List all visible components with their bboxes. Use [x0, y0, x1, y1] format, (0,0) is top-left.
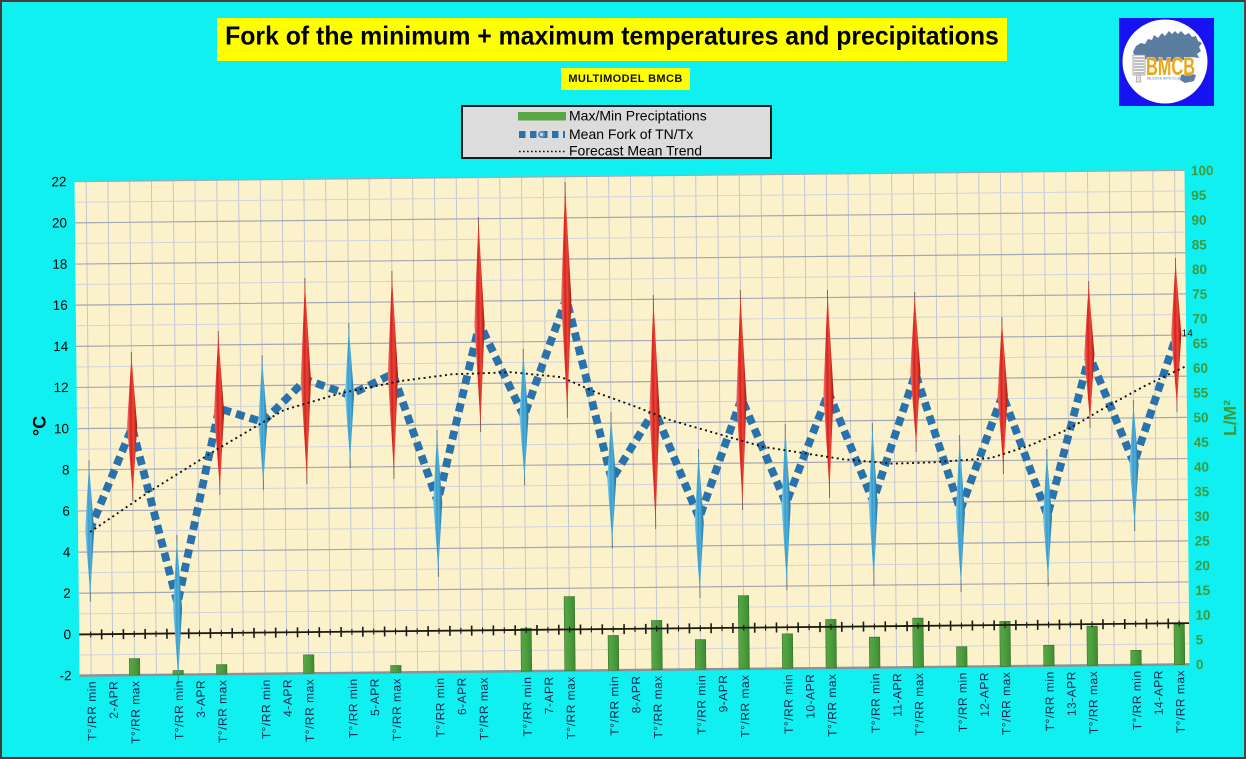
svg-text:6-APR: 6-APR — [455, 677, 469, 715]
svg-text:95: 95 — [1191, 188, 1207, 203]
svg-text:T°/RR min: T°/RR min — [259, 679, 274, 739]
svg-text:5-APR: 5-APR — [368, 678, 382, 716]
svg-text:6: 6 — [62, 504, 70, 519]
svg-text:T°/RR min: T°/RR min — [172, 680, 187, 740]
svg-text:10: 10 — [1195, 608, 1210, 623]
svg-text:10-APR: 10-APR — [803, 674, 817, 719]
svg-text:4: 4 — [63, 545, 71, 560]
svg-text:8-APR: 8-APR — [629, 675, 643, 713]
svg-text:T°/RR min: T°/RR min — [433, 677, 448, 737]
svg-text:0: 0 — [1196, 657, 1204, 672]
svg-text:L/M²: L/M² — [1220, 400, 1240, 436]
svg-text:11-APR: 11-APR — [890, 673, 904, 717]
svg-text:0: 0 — [64, 627, 72, 642]
svg-text:20: 20 — [1195, 558, 1210, 573]
svg-text:T°/RR max: T°/RR max — [302, 679, 317, 742]
svg-text:2-APR: 2-APR — [107, 681, 121, 719]
svg-text:100: 100 — [1191, 163, 1214, 178]
svg-text:T°/RR min: T°/RR min — [85, 681, 100, 741]
svg-text:T°/RR min: T°/RR min — [346, 678, 361, 738]
svg-text:3-APR: 3-APR — [194, 680, 208, 718]
svg-text:10: 10 — [54, 421, 69, 436]
svg-text:T°/RR min: T°/RR min — [1043, 671, 1058, 731]
svg-text:-2: -2 — [59, 668, 71, 683]
svg-text:40: 40 — [1194, 459, 1209, 474]
svg-text:5: 5 — [1196, 632, 1204, 647]
svg-text:15: 15 — [1195, 583, 1211, 598]
svg-text:35: 35 — [1194, 484, 1210, 499]
svg-text:2: 2 — [63, 586, 71, 601]
svg-text:16: 16 — [53, 298, 68, 313]
svg-text:T°/RR min: T°/RR min — [781, 674, 796, 734]
svg-text:14: 14 — [53, 339, 69, 354]
svg-text:25: 25 — [1195, 533, 1211, 548]
svg-text:T°/RR max: T°/RR max — [825, 673, 840, 736]
svg-text:T°/RR max: T°/RR max — [912, 673, 927, 736]
svg-text:BMCB: BMCB — [1146, 53, 1195, 81]
svg-text:T°/RR max: T°/RR max — [999, 672, 1014, 735]
svg-text:T°/RR max: T°/RR max — [389, 678, 404, 741]
svg-text:20: 20 — [52, 215, 67, 230]
svg-text:BELGISCHE METEO CLUB BELGIUM: BELGISCHE METEO CLUB BELGIUM — [1147, 76, 1193, 81]
svg-text:T°/RR min: T°/RR min — [607, 676, 622, 736]
svg-text:7-APR: 7-APR — [542, 676, 556, 714]
svg-text:T°/RR max: T°/RR max — [1086, 671, 1101, 734]
svg-text:T°/RR max: T°/RR max — [564, 676, 579, 739]
svg-text:T°/RR min: T°/RR min — [1130, 670, 1145, 730]
svg-text:60: 60 — [1193, 361, 1208, 376]
svg-text:T°/RR max: T°/RR max — [215, 680, 230, 743]
svg-text:T°/RR max: T°/RR max — [477, 677, 492, 740]
svg-text:T°/RR max: T°/RR max — [1173, 670, 1188, 733]
svg-text:T°/RR min: T°/RR min — [520, 677, 535, 737]
svg-text:8: 8 — [62, 462, 70, 477]
svg-text:22: 22 — [51, 174, 66, 189]
svg-text:85: 85 — [1192, 237, 1208, 252]
svg-text:65: 65 — [1193, 336, 1209, 351]
svg-text:Forecast Mean Trend: Forecast Mean Trend — [569, 143, 702, 158]
svg-text:45: 45 — [1194, 435, 1210, 450]
svg-text:13-APR: 13-APR — [1064, 671, 1078, 716]
svg-text:T°/RR max: T°/RR max — [651, 675, 666, 738]
svg-text:T°/RR min: T°/RR min — [868, 673, 883, 733]
svg-text:12-APR: 12-APR — [977, 672, 991, 717]
svg-text:90: 90 — [1191, 213, 1206, 228]
svg-text:T°/RR max: T°/RR max — [128, 680, 143, 743]
svg-text:9-APR: 9-APR — [716, 675, 730, 713]
svg-text:°C: °C — [29, 416, 49, 436]
svg-text:75: 75 — [1192, 287, 1208, 302]
svg-text:T°/RR min: T°/RR min — [955, 672, 970, 732]
svg-text:18: 18 — [52, 257, 67, 272]
svg-text:14: 14 — [1182, 328, 1194, 339]
svg-text:T°/RR max: T°/RR max — [738, 674, 753, 737]
svg-text:30: 30 — [1194, 509, 1209, 524]
svg-text:Max/Min Preciptations: Max/Min Preciptations — [569, 108, 707, 124]
svg-text:12: 12 — [54, 380, 69, 395]
svg-text:55: 55 — [1193, 385, 1209, 400]
svg-text:50: 50 — [1193, 410, 1208, 425]
svg-text:70: 70 — [1192, 311, 1207, 326]
svg-text:14-APR: 14-APR — [1151, 670, 1165, 715]
svg-text:80: 80 — [1192, 262, 1207, 277]
svg-text:Mean Fork of TN/Tx: Mean Fork of TN/Tx — [569, 126, 693, 142]
svg-text:4-APR: 4-APR — [281, 679, 295, 717]
svg-text:T°/RR min: T°/RR min — [694, 675, 709, 735]
